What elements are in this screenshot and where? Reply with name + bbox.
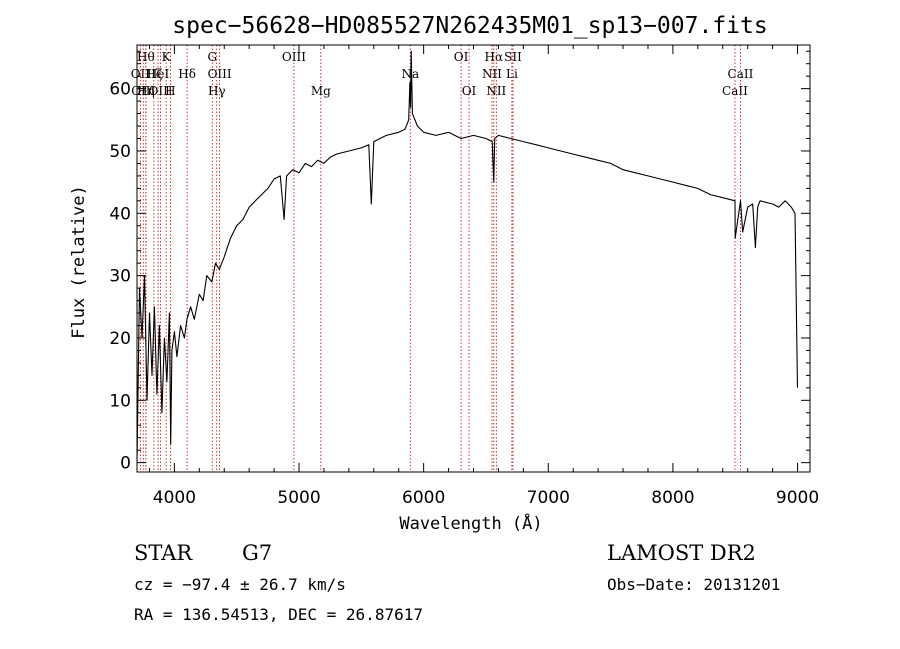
redshift-readout: cz = −97.4 ± 26.7 km/s (134, 575, 346, 594)
line-marker-label-19: Hα (485, 50, 504, 64)
object-subclass: G7 (242, 541, 272, 565)
y-tick-label-4: 40 (109, 204, 131, 224)
y-axis-label: Flux (relative) (69, 185, 89, 339)
x-tick-label-1: 5000 (277, 488, 320, 508)
line-marker-label-11: Hγ (208, 84, 226, 98)
spectrum-series (136, 50, 799, 463)
line-marker-label-7: K (162, 50, 172, 64)
line-marker-label-20: NII (486, 84, 506, 98)
line-marker-label-9: Hδ (178, 67, 196, 81)
line-marker-label-10: G (207, 50, 217, 64)
plot-frame (136, 44, 811, 473)
observation-date: Obs−Date: 20131201 (607, 575, 780, 594)
line-marker-label-21: Li (506, 67, 518, 81)
line-marker-label-13: OIII (282, 50, 306, 64)
x-tick-label-5: 9000 (776, 488, 819, 508)
line-marker-label-15: Na (401, 67, 419, 81)
line-marker-label-16: OI (454, 50, 469, 64)
line-marker-label-0: OII (131, 67, 151, 81)
y-tick-label-6: 60 (109, 80, 131, 100)
line-marker-label-5: HeI (147, 67, 170, 81)
survey-name: LAMOST DR2 (607, 541, 756, 565)
line-marker-label-22: SII (504, 50, 522, 64)
y-tick-label-1: 10 (109, 391, 131, 411)
x-tick-label-2: 6000 (402, 488, 445, 508)
line-marker-label-14: Mg (311, 84, 331, 98)
line-marker-label-6: OIII (149, 84, 173, 98)
line-marker-label-24: CaII (728, 67, 754, 81)
spectrum-line (136, 50, 799, 463)
x-tick-label-3: 7000 (527, 488, 570, 508)
x-tick-label-4: 8000 (651, 488, 694, 508)
spectral-line-markers: OIIOIIIHθHηHζHeIOIIIKHHδGHγOIIIOIIIMgNaO… (131, 45, 754, 472)
coordinates-readout: RA = 136.54513, DEC = 26.87617 (134, 605, 423, 624)
y-tick-label-0: 0 (120, 454, 131, 474)
x-axis-label: Wavelength (Å) (399, 512, 542, 534)
line-marker-label-18: NII (482, 67, 502, 81)
line-marker-label-3: Hη (137, 84, 155, 98)
y-tick-label-3: 30 (109, 267, 131, 287)
y-tick-label-5: 50 (109, 142, 131, 162)
line-marker-label-23: CaII (722, 84, 748, 98)
y-tick-label-2: 20 (109, 329, 131, 349)
axis-ticks: 4000 5000 6000 7000 8000 9000 0 10 20 30 40 50 60 (109, 45, 819, 508)
line-marker-label-8: H (165, 84, 175, 98)
x-tick-label-0: 4000 (153, 488, 196, 508)
line-marker-label-12: OIII (208, 67, 232, 81)
chart-title: spec−56628−HD085527N262435M01_sp13−007.f… (172, 13, 767, 39)
line-marker-label-17: OI (462, 84, 477, 98)
object-class: STAR (134, 541, 193, 565)
